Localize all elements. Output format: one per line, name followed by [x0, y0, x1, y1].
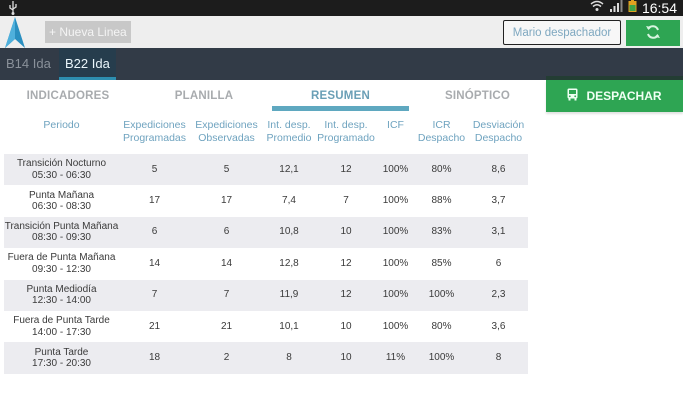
header-desviacion-despacho: Desviación Despacho — [472, 119, 525, 144]
cell-icr: 80% — [431, 320, 452, 332]
cell-promedio: 12,1 — [279, 163, 299, 175]
cell-observadas: 14 — [220, 257, 233, 269]
cell-desviacion: 2,3 — [491, 289, 506, 301]
header-int-desp-programado: Int. desp. Programado — [317, 119, 375, 144]
cell-promedio: 10,8 — [279, 226, 299, 238]
cell-programadas: 21 — [148, 320, 161, 332]
cell-icf: 100% — [382, 195, 409, 207]
cell-icr: 100% — [428, 289, 455, 301]
cell-programado: 10 — [340, 226, 352, 238]
table-row: Punta Tarde 17:30 - 20:30 18 2 8 10 11% 1… — [4, 342, 528, 374]
bus-icon — [567, 88, 578, 104]
header-icf: ICF — [387, 119, 404, 131]
cell-icr: 88% — [431, 195, 452, 207]
summary-table: Periodo Expediciones Programadas Expedici… — [4, 114, 528, 374]
cell-programado: 12 — [340, 289, 352, 301]
cell-observadas: 6 — [223, 226, 230, 238]
cell-desviacion: 3,1 — [491, 226, 506, 238]
new-line-button[interactable]: + Nueva Linea — [45, 21, 131, 43]
cell-programadas: 17 — [148, 195, 161, 207]
cell-periodo: Transición Nocturno 05:30 - 06:30 — [16, 158, 107, 181]
cell-periodo: Transición Punta Mañana 08:30 - 09:30 — [4, 220, 119, 244]
user-button[interactable]: Mario despachador — [503, 20, 621, 45]
cell-programadas: 5 — [151, 163, 158, 175]
cell-programado: 7 — [343, 195, 349, 207]
cell-programado: 12 — [340, 163, 352, 175]
cell-promedio: 12,8 — [279, 257, 299, 269]
cell-periodo: Punta Mediodía 12:30 - 14:00 — [26, 283, 97, 307]
cell-programado: 10 — [340, 352, 352, 364]
header-expediciones-programadas: Expediciones Programadas — [122, 119, 187, 144]
refresh-button[interactable] — [626, 20, 680, 46]
tab-planilla[interactable]: PLANILLA — [174, 90, 234, 102]
tab-resumen[interactable]: RESUMEN — [272, 80, 409, 112]
cell-icf: 100% — [382, 257, 409, 269]
despachar-button[interactable]: DESPACHAR — [546, 76, 683, 112]
header-icr-despacho: ICR Despacho — [417, 119, 466, 144]
cell-icf: 100% — [382, 320, 409, 332]
cell-icf: 11% — [385, 352, 406, 364]
cell-programado: 10 — [340, 320, 352, 332]
cell-observadas: 21 — [220, 320, 233, 332]
wifi-icon — [590, 0, 604, 17]
cell-promedio: 11,9 — [279, 289, 299, 301]
cell-periodo: Fuera de Punta Tarde 14:00 - 17:30 — [13, 315, 110, 338]
table-row: Transición Nocturno 05:30 - 06:30 5 5 12,… — [4, 154, 528, 186]
header-periodo: Periodo — [43, 119, 80, 131]
cell-programadas: 7 — [151, 289, 158, 301]
cell-programadas: 18 — [148, 352, 161, 364]
tab-sinoptico[interactable]: SINÓPTICO — [444, 90, 511, 102]
active-tab-indicator — [272, 106, 409, 111]
cell-observadas: 7 — [223, 289, 230, 301]
signal-icon — [609, 0, 623, 17]
header-int-desp-promedio: Int. desp. Promedio — [266, 119, 312, 144]
route-bar: B14 Ida B22 Ida — [0, 48, 683, 80]
status-bar: 16:54 — [0, 0, 683, 16]
table-row: Punta Mañana 06:30 - 08:30 17 17 7,4 7 10… — [4, 185, 528, 217]
cell-periodo: Fuera de Punta Mañana 09:30 - 12:30 — [7, 252, 116, 275]
cell-desviacion: 3,7 — [491, 195, 506, 207]
cell-promedio: 7,4 — [282, 195, 296, 207]
cell-icf: 100% — [382, 289, 409, 301]
cell-observadas: 2 — [223, 352, 230, 364]
cell-programado: 12 — [340, 257, 352, 269]
cell-desviacion: 8,6 — [491, 163, 506, 175]
header-expediciones-observadas: Expediciones Observadas — [195, 119, 258, 144]
table-header-row: Periodo Expediciones Programadas Expedici… — [4, 114, 528, 154]
cell-icr: 100% — [428, 352, 455, 364]
cell-programadas: 14 — [148, 257, 161, 269]
cell-icr: 85% — [431, 257, 452, 269]
table-row: Fuera de Punta Mañana 09:30 - 12:30 14 14… — [4, 248, 528, 280]
cell-observadas: 5 — [223, 163, 230, 175]
cell-desviacion: 6 — [495, 257, 502, 269]
cell-observadas: 17 — [220, 195, 233, 207]
cell-icf: 100% — [382, 226, 409, 238]
tab-indicadores[interactable]: INDICADORES — [26, 90, 110, 102]
cell-promedio: 10,1 — [279, 320, 299, 332]
app-bar: + Nueva Linea Mario despachador — [0, 16, 683, 48]
cell-icr: 83% — [431, 226, 452, 238]
cell-icr: 80% — [431, 163, 452, 175]
cell-promedio: 8 — [286, 352, 292, 364]
table-row: Fuera de Punta Tarde 14:00 - 17:30 21 21 … — [4, 310, 528, 343]
cell-periodo: Punta Mañana 06:30 - 08:30 — [28, 189, 95, 213]
refresh-icon — [645, 24, 661, 43]
battery-icon — [628, 0, 637, 17]
cell-desviacion: 3,6 — [491, 320, 506, 332]
cell-programadas: 6 — [151, 226, 158, 238]
table-row: Transición Punta Mañana 08:30 - 09:30 6 6… — [4, 216, 528, 249]
cell-icf: 100% — [382, 163, 409, 175]
cell-desviacion: 8 — [495, 352, 502, 364]
arrow-logo-icon — [4, 16, 26, 48]
section-tabs: INDICADORES PLANILLA RESUMEN SINÓPTICO — [0, 80, 546, 112]
route-tab-b14-ida[interactable]: B14 Ida — [6, 56, 51, 71]
clock: 16:54 — [641, 0, 677, 16]
cell-periodo: Punta Tarde 17:30 - 20:30 — [32, 346, 91, 370]
usb-icon — [8, 1, 18, 18]
route-tab-b22-ida[interactable]: B22 Ida — [59, 48, 116, 80]
table-row: Punta Mediodía 12:30 - 14:00 7 7 11,9 12 … — [4, 279, 528, 311]
